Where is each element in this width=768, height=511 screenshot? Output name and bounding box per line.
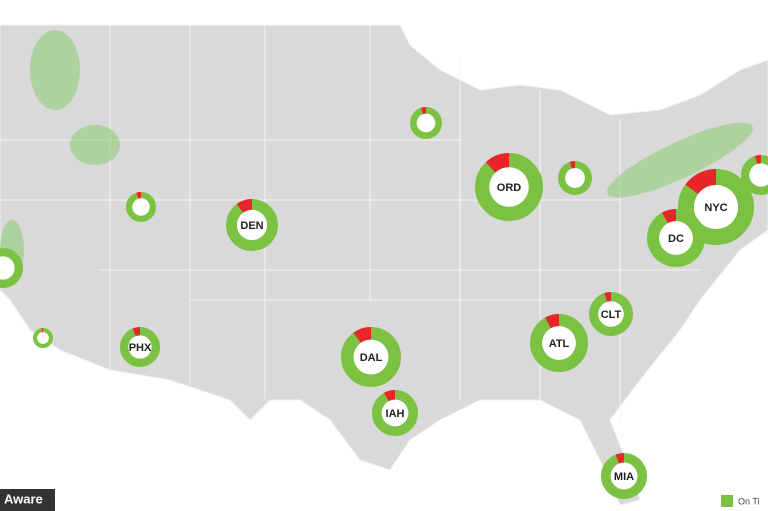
donut-ring xyxy=(588,291,633,336)
donut-ring xyxy=(32,328,53,349)
airport-label: NYC xyxy=(704,202,727,214)
donut-hole xyxy=(749,163,768,187)
delay-arc xyxy=(474,152,543,221)
donut-ring xyxy=(409,107,442,140)
airport-label: DC xyxy=(668,233,684,245)
airport-label: PHX xyxy=(129,342,152,354)
delay-arc xyxy=(125,192,156,223)
delay-arc xyxy=(120,326,161,367)
donut-hole xyxy=(37,332,49,344)
donut-ring xyxy=(558,161,593,196)
airport-label: ATL xyxy=(549,338,570,350)
airport-label: CLT xyxy=(601,309,622,321)
watermark-bg xyxy=(0,489,55,511)
donut-hole xyxy=(489,167,529,207)
delay-arc xyxy=(529,313,588,372)
delay-arc xyxy=(740,154,768,195)
delay-arc xyxy=(588,292,633,337)
airport-label: IAH xyxy=(386,408,405,420)
watermark: Aware xyxy=(4,491,43,506)
donut-hole xyxy=(0,256,15,280)
donut-hole xyxy=(542,326,576,360)
donut-hole xyxy=(132,198,150,216)
airport-label: DEN xyxy=(240,220,263,232)
delay-arc xyxy=(558,160,593,195)
donut-hole xyxy=(693,184,739,230)
donut-ring xyxy=(125,191,156,222)
donut-ring xyxy=(741,155,768,195)
donut-hole xyxy=(565,168,585,188)
legend-swatch xyxy=(721,495,733,507)
donut-hole xyxy=(128,335,152,359)
donut-hole xyxy=(598,301,624,327)
legend-label: On Ti xyxy=(738,496,760,506)
donut-hole xyxy=(236,209,268,241)
airport-label: MIA xyxy=(614,471,634,483)
delay-arc xyxy=(646,208,705,267)
donut-ring xyxy=(0,248,23,288)
donut-hole xyxy=(610,462,638,490)
airport-label: ORD xyxy=(497,182,522,194)
donut-hole xyxy=(353,339,389,375)
delay-arc xyxy=(225,199,278,252)
donut-hole xyxy=(416,113,436,133)
donut-hole xyxy=(659,221,693,255)
donut-hole xyxy=(381,399,409,427)
airport-label: DAL xyxy=(360,352,383,364)
